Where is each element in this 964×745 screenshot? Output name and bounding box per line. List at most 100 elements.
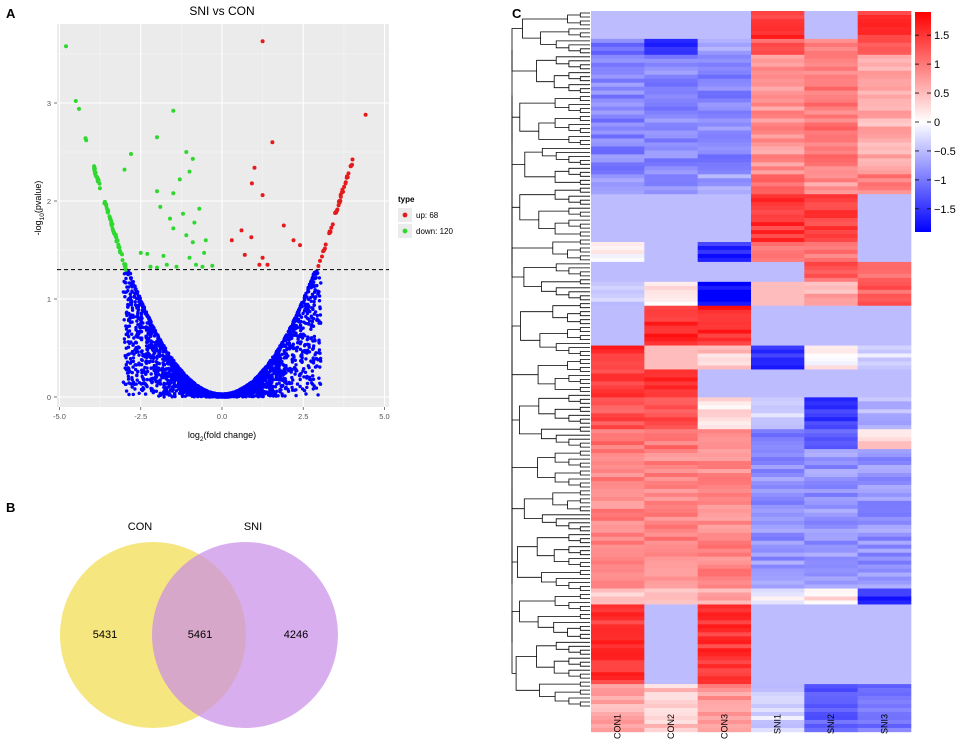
- heatmap-cell: [591, 624, 645, 629]
- heatmap-cell: [804, 652, 858, 657]
- heatmap-cell: [857, 381, 912, 386]
- ns-point: [165, 351, 170, 355]
- ns-point: [145, 340, 150, 344]
- ns-point: [309, 314, 313, 318]
- dendrogram-branch: [541, 428, 581, 440]
- heatmap-cell: [697, 564, 752, 569]
- heatmap-cell: [857, 604, 912, 609]
- ns-point: [182, 375, 187, 380]
- heatmap-cell: [751, 723, 805, 729]
- heatmap-cell: [804, 357, 858, 362]
- heatmap-cell: [644, 102, 698, 107]
- heatmap-cell: [644, 584, 698, 589]
- ns-point: [283, 386, 288, 391]
- heatmap-cell: [857, 62, 912, 68]
- heatmap-cell: [697, 524, 752, 530]
- ns-point: [135, 329, 140, 334]
- heatmap-cell: [857, 700, 912, 705]
- ns-point: [314, 276, 318, 280]
- heatmap-cell: [697, 242, 752, 247]
- ns-point: [265, 371, 270, 375]
- heatmap-cell: [644, 500, 698, 506]
- heatmap-cell: [857, 206, 912, 211]
- ns-point: [287, 380, 291, 385]
- heatmap-cell: [697, 62, 752, 68]
- ns-point: [317, 321, 321, 325]
- heatmap-cell: [591, 86, 645, 91]
- heatmap-cell: [644, 385, 698, 390]
- heatmap-cell: [751, 138, 805, 143]
- heatmap-cell: [591, 218, 645, 223]
- ns-point: [137, 363, 141, 367]
- heatmap-cell: [804, 508, 858, 514]
- heatmap-cell: [751, 684, 805, 689]
- heatmap-cell: [591, 397, 645, 402]
- heatmap-cell: [644, 50, 698, 56]
- ns-point: [309, 359, 313, 363]
- heatmap-cell: [644, 18, 698, 24]
- heatmap-cell: [644, 688, 698, 693]
- heatmap-cell: [751, 664, 805, 669]
- ns-point: [168, 388, 173, 392]
- heatmap-cell: [591, 564, 645, 569]
- heatmap-cell: [644, 469, 698, 474]
- heatmap-cell: [591, 30, 645, 36]
- ns-point: [298, 340, 302, 344]
- ns-point: [243, 394, 248, 398]
- ns-point: [293, 317, 297, 322]
- heatmap-cell: [644, 253, 698, 259]
- heatmap-cell: [644, 556, 698, 561]
- heatmap-cell: [644, 150, 698, 155]
- heatmap-cell: [751, 277, 805, 283]
- heatmap-cell: [644, 154, 698, 159]
- ns-point: [283, 355, 287, 360]
- heatmap-cell: [697, 277, 752, 283]
- ns-point: [167, 356, 172, 360]
- heatmap-cell: [857, 616, 912, 621]
- ns-point: [181, 371, 186, 376]
- dendrogram-branch: [523, 267, 557, 287]
- down-point: [177, 177, 182, 182]
- heatmap-cell: [857, 389, 912, 394]
- heatmap-cell: [804, 277, 858, 283]
- ns-point: [126, 285, 131, 289]
- heatmap-cell: [857, 182, 912, 187]
- heatmap-cell: [644, 357, 698, 362]
- heatmap-cell: [697, 14, 752, 20]
- heatmap-cell: [751, 576, 805, 581]
- heatmap-cell: [644, 234, 698, 239]
- ns-point: [290, 367, 294, 372]
- dendrogram-branch: [579, 562, 590, 567]
- ns-point: [299, 315, 304, 319]
- heatmap-cell: [697, 465, 752, 470]
- ns-point: [299, 332, 303, 337]
- ns-point: [127, 329, 132, 333]
- heatmap-cell: [857, 580, 912, 585]
- dendrogram-branch: [567, 313, 581, 323]
- ns-point: [250, 394, 254, 399]
- heatmap-cell: [591, 476, 645, 482]
- dendrogram-branch: [554, 98, 581, 108]
- ns-point: [301, 369, 305, 373]
- ns-point: [317, 376, 321, 380]
- ns-point: [144, 344, 149, 348]
- heatmap-cell: [804, 102, 858, 107]
- dendrogram-branch: [555, 343, 590, 351]
- heatmap-cell: [644, 568, 698, 573]
- dendrogram-branch: [579, 462, 590, 468]
- ns-point: [190, 388, 194, 392]
- heatmap-cell: [644, 588, 698, 593]
- dendrogram-branch: [552, 492, 581, 506]
- heatmap-cell: [644, 222, 698, 227]
- heatmap-cell: [644, 110, 698, 115]
- ns-point: [153, 329, 158, 333]
- heatmap-cell: [804, 540, 858, 545]
- ns-point: [274, 375, 278, 379]
- heatmap-cell: [751, 636, 805, 641]
- heatmap-cell: [697, 357, 752, 362]
- heatmap-cell: [591, 301, 645, 307]
- heatmap-cell: [644, 106, 698, 111]
- heatmap-cell: [804, 186, 858, 191]
- heatmap-cell: [751, 644, 805, 649]
